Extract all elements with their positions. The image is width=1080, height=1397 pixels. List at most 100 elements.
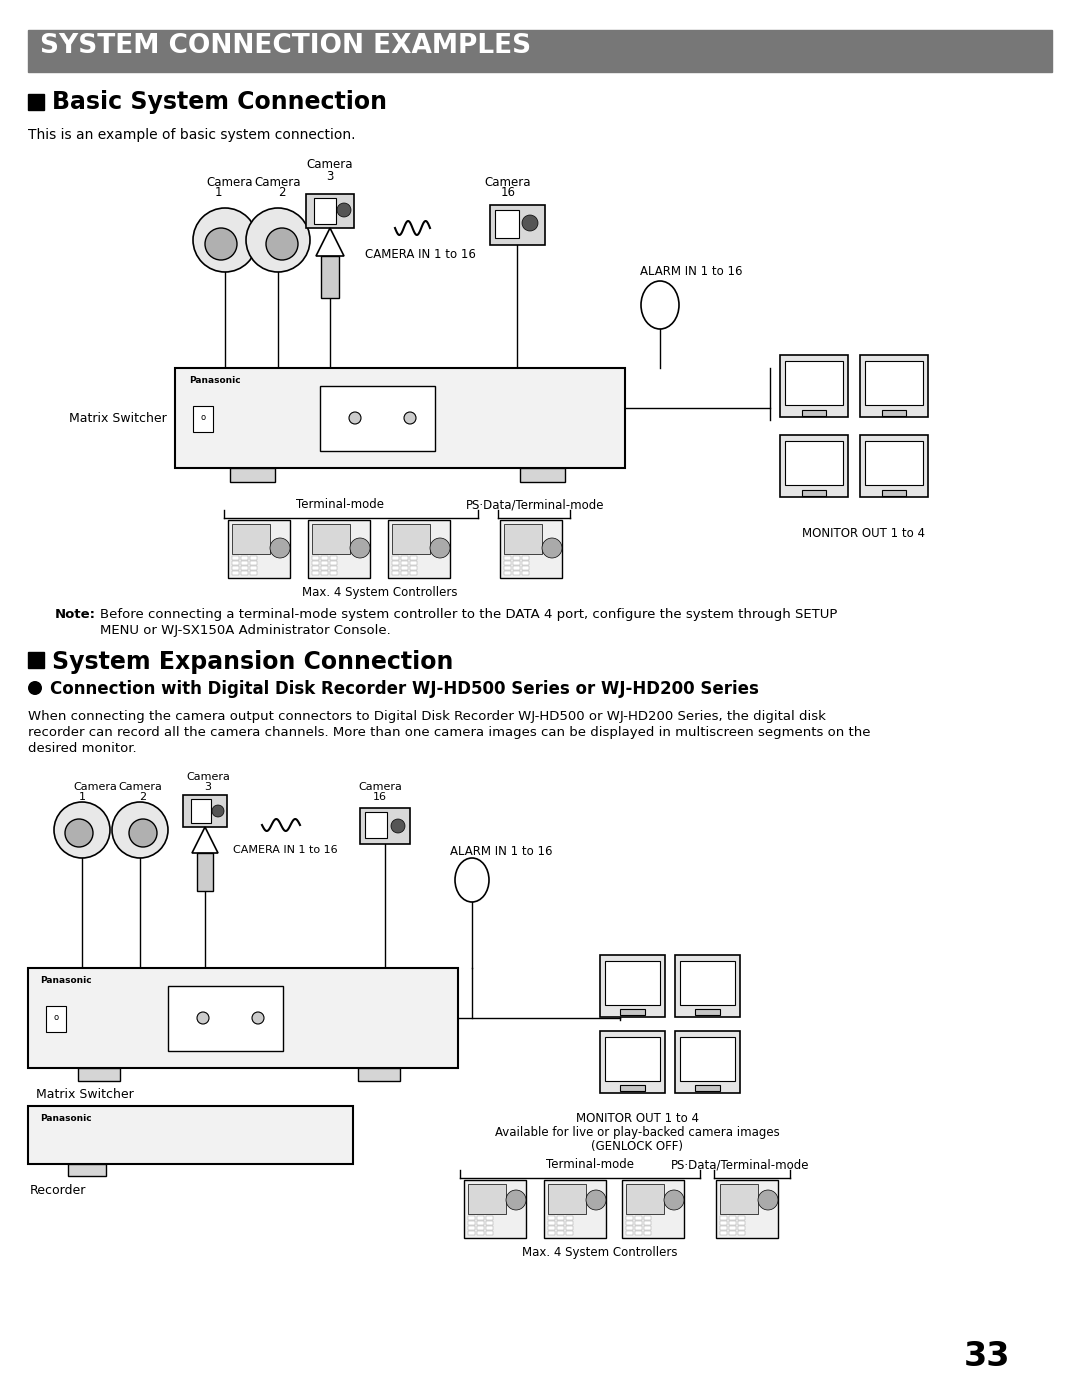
Circle shape — [430, 538, 450, 557]
Bar — [183, 795, 227, 827]
Polygon shape — [192, 827, 218, 854]
Bar — [314, 198, 336, 224]
Text: 16: 16 — [500, 186, 515, 198]
Bar — [644, 1221, 651, 1225]
Bar — [865, 360, 923, 405]
Bar — [675, 956, 740, 1017]
Bar — [468, 1185, 507, 1214]
Text: MONITOR OUT 1 to 4: MONITOR OUT 1 to 4 — [802, 527, 926, 541]
Bar — [785, 360, 843, 405]
Bar — [504, 571, 511, 576]
Bar — [644, 1231, 651, 1235]
Text: Camera: Camera — [307, 158, 353, 170]
Bar — [802, 490, 826, 496]
Text: Basic System Connection: Basic System Connection — [52, 89, 387, 115]
Text: Available for live or play-backed camera images: Available for live or play-backed camera… — [495, 1126, 780, 1139]
Bar — [513, 556, 519, 560]
Bar — [729, 1231, 735, 1235]
Text: CAMERA IN 1 to 16: CAMERA IN 1 to 16 — [232, 845, 337, 855]
Bar — [785, 441, 843, 485]
Text: CAMERA IN 1 to 16: CAMERA IN 1 to 16 — [365, 249, 475, 261]
Bar — [865, 441, 923, 485]
Bar — [696, 1085, 720, 1091]
Text: Camera: Camera — [359, 782, 402, 792]
Bar — [780, 355, 848, 416]
Bar — [330, 566, 337, 570]
Bar — [720, 1185, 758, 1214]
Text: Max. 4 System Controllers: Max. 4 System Controllers — [523, 1246, 678, 1259]
Text: 33: 33 — [963, 1340, 1010, 1373]
Bar — [566, 1221, 573, 1225]
Bar — [306, 194, 354, 228]
Bar — [410, 556, 417, 560]
Bar — [464, 1180, 526, 1238]
Circle shape — [664, 1190, 684, 1210]
Text: MENU or WJ-SX150A Administrator Console.: MENU or WJ-SX150A Administrator Console. — [100, 624, 391, 637]
Bar — [605, 1037, 660, 1081]
Text: Camera: Camera — [485, 176, 531, 189]
Bar — [321, 571, 328, 576]
Bar — [477, 1231, 484, 1235]
Bar — [477, 1221, 484, 1225]
Bar — [232, 524, 270, 555]
Bar — [557, 1227, 564, 1229]
Circle shape — [112, 802, 168, 858]
Circle shape — [337, 203, 351, 217]
Bar — [504, 524, 542, 555]
Bar — [28, 652, 44, 668]
Circle shape — [758, 1190, 778, 1210]
Bar — [197, 854, 213, 891]
Bar — [486, 1227, 492, 1229]
Bar — [230, 468, 275, 482]
Circle shape — [507, 1190, 526, 1210]
Bar — [620, 1085, 645, 1091]
Bar — [191, 799, 211, 823]
Bar — [330, 556, 337, 560]
Bar — [644, 1215, 651, 1220]
Bar — [28, 94, 44, 110]
Bar — [392, 566, 399, 570]
Bar — [548, 1231, 555, 1235]
Bar — [392, 571, 399, 576]
Text: 2: 2 — [139, 792, 147, 802]
Bar — [249, 566, 257, 570]
Bar — [78, 1067, 120, 1081]
Circle shape — [205, 228, 237, 260]
Text: Terminal-mode: Terminal-mode — [546, 1158, 634, 1171]
Circle shape — [350, 538, 370, 557]
Bar — [321, 562, 328, 564]
Bar — [519, 468, 565, 482]
Bar — [504, 566, 511, 570]
Bar — [605, 961, 660, 1004]
Text: MONITOR OUT 1 to 4: MONITOR OUT 1 to 4 — [576, 1112, 699, 1125]
Text: Note:: Note: — [55, 608, 96, 622]
Text: Panasonic: Panasonic — [189, 376, 241, 386]
Circle shape — [54, 802, 110, 858]
Bar — [312, 571, 319, 576]
Text: SYSTEM CONNECTION EXAMPLES: SYSTEM CONNECTION EXAMPLES — [40, 34, 531, 59]
Bar — [232, 566, 239, 570]
Bar — [365, 812, 387, 838]
Circle shape — [586, 1190, 606, 1210]
Bar — [392, 562, 399, 564]
Text: ALARM IN 1 to 16: ALARM IN 1 to 16 — [450, 845, 553, 858]
Bar — [410, 562, 417, 564]
Bar — [357, 1067, 400, 1081]
Bar — [544, 1180, 606, 1238]
Bar — [232, 556, 239, 560]
Bar — [566, 1215, 573, 1220]
Bar — [860, 355, 928, 416]
Text: ALARM IN 1 to 16: ALARM IN 1 to 16 — [640, 265, 743, 278]
Bar — [680, 1037, 735, 1081]
Text: Camera: Camera — [118, 782, 162, 792]
Bar — [401, 562, 408, 564]
Bar — [321, 556, 328, 560]
Bar — [330, 571, 337, 576]
Bar — [548, 1215, 555, 1220]
Bar — [716, 1180, 778, 1238]
Bar — [68, 1164, 106, 1176]
Text: recorder can record all the camera channels. More than one camera images can be : recorder can record all the camera chann… — [28, 726, 870, 739]
Bar — [401, 571, 408, 576]
Text: Camera: Camera — [186, 773, 230, 782]
Text: Camera: Camera — [206, 176, 253, 189]
